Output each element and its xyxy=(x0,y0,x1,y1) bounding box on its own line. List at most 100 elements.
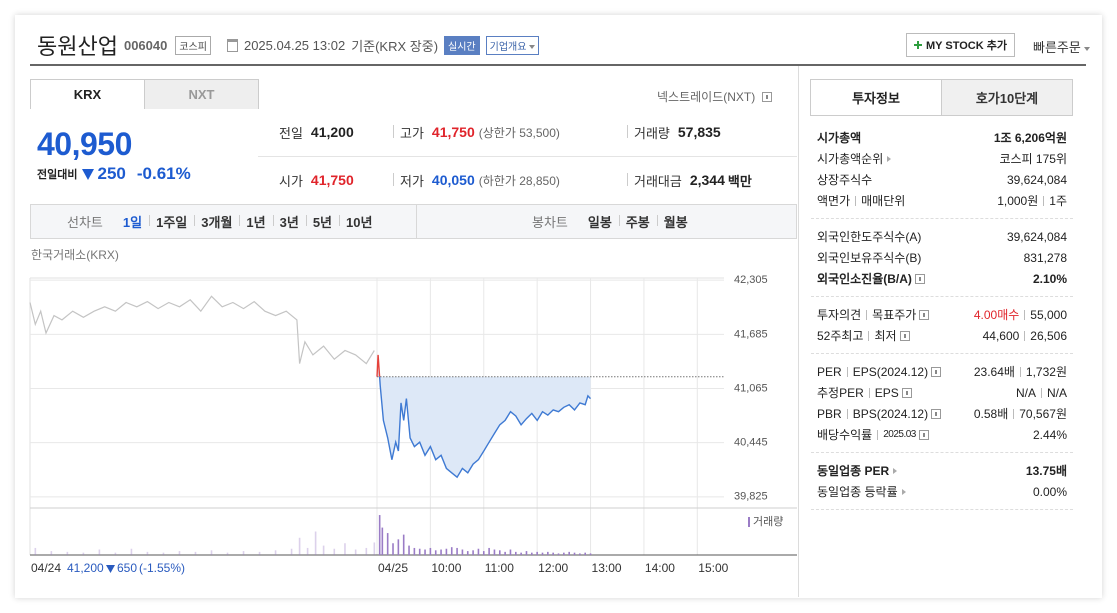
period-tab[interactable]: 10년 xyxy=(339,212,379,231)
volume-bar xyxy=(541,552,544,555)
label-text: BPS(2024.12) xyxy=(852,406,929,421)
label-text: 외국인보유주식수(B) xyxy=(817,251,922,265)
volume-bar xyxy=(392,543,394,555)
arrow-icon xyxy=(887,155,892,162)
info-value: 23.64배 1,732원 xyxy=(974,363,1067,380)
separator xyxy=(866,309,868,320)
volume-bar xyxy=(493,549,496,555)
period-tab[interactable]: 3년 xyxy=(272,212,306,231)
volume-bar xyxy=(386,533,389,555)
value-text: 39,624,084 xyxy=(1006,172,1067,187)
volume-bar xyxy=(314,531,317,555)
quote-cell: 거래대금 2,344 백만 xyxy=(627,156,797,204)
candle-tab[interactable]: 일봉 xyxy=(587,215,612,230)
info-row: 동일업종 등락률 0.00% xyxy=(817,481,1067,502)
info-value: 39,624,084 xyxy=(1007,230,1067,244)
info-label: 52주최고 최저 xyxy=(817,327,910,344)
side-tab[interactable]: 투자정보 xyxy=(810,79,942,116)
period-tab[interactable]: 1주일 xyxy=(149,212,194,231)
caret xyxy=(529,44,536,49)
side-tab[interactable]: 호가10단계 xyxy=(941,79,1073,116)
prev-change: 650 xyxy=(117,561,137,575)
my-stock-label: MY STOCK 추가 xyxy=(926,40,1007,52)
info-label: 투자의견 목표주가 xyxy=(817,306,930,323)
volume-bar xyxy=(440,549,442,555)
value-text: 55,000 xyxy=(1030,307,1067,322)
volume-bar xyxy=(450,547,453,555)
value-text: 26,506 xyxy=(1030,328,1067,343)
market-tab[interactable]: NXT xyxy=(144,79,259,109)
quote-sub: (하한가 28,850) xyxy=(478,173,560,188)
x-tick-label: 14:00 xyxy=(645,561,675,575)
info-row: 액면가 매매단위 1,000원 1주 xyxy=(817,190,1067,211)
label-text: 목표주가 xyxy=(872,308,917,322)
value-text: 4.00매수 xyxy=(973,308,1020,322)
value-text: 23.64배 xyxy=(973,365,1015,379)
volume-bar xyxy=(146,551,149,555)
volume-bar xyxy=(547,551,549,555)
volume-bar xyxy=(520,552,522,555)
volume-bar xyxy=(482,551,485,555)
volume-bar xyxy=(226,552,229,555)
period-tab[interactable]: 5년 xyxy=(305,212,339,231)
label-text: 배당수익률 xyxy=(817,428,873,442)
value-text: 2.10% xyxy=(1032,271,1067,286)
info-value: 39,624,084 xyxy=(1007,173,1067,187)
volume-bar xyxy=(573,552,576,555)
quick-order[interactable]: 빠른주문 xyxy=(1033,37,1090,56)
info-group: 투자의견 목표주가 4.00매수 55,000 52주최고 최저 44,600 26,506 xyxy=(811,297,1073,354)
separator xyxy=(1040,387,1042,398)
x-tick-label: 12:00 xyxy=(538,561,568,575)
label-text: 외국인한도주식수(A) xyxy=(817,230,922,244)
price-line xyxy=(29,295,375,365)
label-text: 투자의견 xyxy=(817,308,862,322)
separator xyxy=(877,429,879,440)
info-row: 시가총액 1조 6,206억원 xyxy=(817,127,1067,148)
volume-bar xyxy=(429,547,432,555)
label-text: EPS(2024.12) xyxy=(852,364,929,379)
candle-tab[interactable]: 월봉 xyxy=(656,212,695,231)
quote-sub: (상한가 53,500) xyxy=(478,125,560,140)
period-tab[interactable]: 3개월 xyxy=(194,212,239,231)
period-bar: 선차트 1일 1주일 3개월 1년 3년 5년 10년 봉차트 일봉 주봉 월봉 xyxy=(30,204,797,239)
volume-bar xyxy=(365,547,368,555)
change-label: 전일대비 xyxy=(37,169,78,181)
candle-tab[interactable]: 주봉 xyxy=(618,212,657,231)
separator xyxy=(1043,195,1045,206)
x-tick-label: 04/25 xyxy=(378,561,408,575)
volume-bar xyxy=(258,551,261,555)
info-label: 시가총액 xyxy=(817,129,861,146)
label-text: 시가총액순위 xyxy=(817,152,884,166)
quote-label: 거래량 xyxy=(634,125,670,141)
volume-bar xyxy=(536,551,538,555)
nxt-link[interactable]: 넥스트레이드(NXT) xyxy=(657,88,773,105)
info-group: PER EPS(2024.12) 23.64배 1,732원 추정PER EPS N/A N/… xyxy=(811,354,1073,453)
realtime-badge[interactable]: 실시간 xyxy=(444,35,480,55)
info-label: 동일업종 PER xyxy=(817,462,898,479)
my-stock-button[interactable]: MY STOCK 추가 xyxy=(906,33,1015,57)
period-tab[interactable]: 1년 xyxy=(239,212,272,231)
line-tabs: 선차트 1일 1주일 3개월 1년 3년 5년 10년 xyxy=(67,205,379,238)
help-icon xyxy=(762,91,773,102)
basis: 기준(KRX 장중) xyxy=(351,38,439,54)
volume-bar xyxy=(344,543,346,555)
value-text: 2.44% xyxy=(1032,427,1067,442)
label-text: 상장주식수 xyxy=(817,173,873,187)
help-icon xyxy=(901,387,912,398)
overview-label: 기업개요 xyxy=(489,41,527,53)
overview-button[interactable]: 기업개요 xyxy=(485,35,540,55)
change-value: 250 xyxy=(97,164,126,183)
prev-change-pct: (-1.55%) xyxy=(139,561,185,575)
down-icon xyxy=(82,168,95,180)
market-tab[interactable]: KRX xyxy=(30,79,145,109)
volume-bar xyxy=(563,552,565,555)
legend-label: 거래량 xyxy=(753,515,783,528)
info-value: 4.00매수 55,000 xyxy=(974,306,1067,323)
volume-bar xyxy=(552,552,554,555)
quote-value: 40,050 xyxy=(431,172,475,188)
quote-rule xyxy=(258,156,797,157)
x-tick-label: 13:00 xyxy=(592,561,622,575)
period-tab[interactable]: 1일 xyxy=(122,215,143,230)
volume-bar xyxy=(477,548,480,555)
info-row: 추정PER EPS N/A N/A xyxy=(817,382,1067,403)
